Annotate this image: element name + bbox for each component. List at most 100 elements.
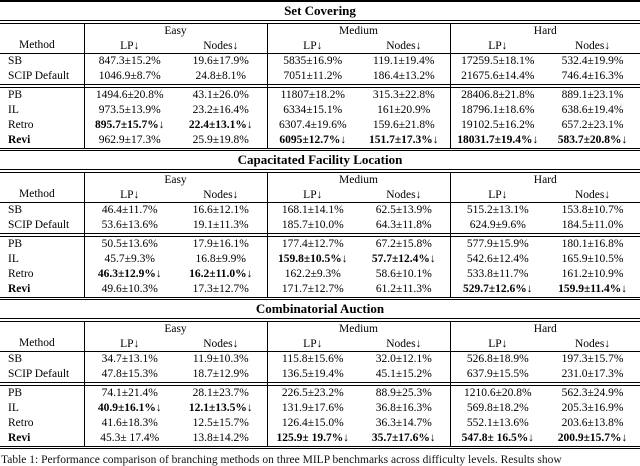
cell-easy-nodes: 25.9±19.8%	[192, 133, 249, 146]
column-header-method: Method	[0, 172, 84, 203]
horizontal-rule	[0, 232, 640, 237]
table-row: SCIP Default 1046.9±8.7% 24.8±8.1% 7051±…	[0, 68, 640, 84]
section-title-set-covering: Set Covering	[284, 3, 356, 18]
cell-easy-nodes: 16.6±12.1%	[192, 203, 249, 216]
cell-easy-nodes: 12.5±15.7%	[192, 416, 249, 429]
table-row: SCIP Default 47.8±15.3% 18.7±12.9% 136.5…	[0, 366, 640, 382]
horizontal-rule	[0, 83, 640, 88]
method-cell: SCIP Default	[8, 218, 70, 231]
table-caption: Table 1: Performance comparison of branc…	[1, 454, 562, 466]
cell-hard-nodes: 562.3±24.9%	[561, 386, 624, 399]
subheader-row: LP↓ Nodes↓ LP↓ Nodes↓ LP↓ Nodes↓	[0, 187, 640, 203]
column-header-lp: LP↓	[266, 187, 359, 203]
group-header-row: Method Easy Medium Hard	[0, 172, 640, 203]
column-header-nodes: Nodes↓	[545, 336, 640, 352]
cell-easy-lp: 46.4±11.7%	[83, 202, 175, 218]
cell-hard-nodes: 231.0±17.3%	[561, 367, 624, 380]
cell-medium-lp: 11807±18.2%	[266, 87, 359, 103]
group-header-hard: Hard	[449, 23, 640, 39]
column-header-nodes: Nodes↓	[175, 38, 268, 54]
group-header-hard: Hard	[449, 321, 640, 337]
group-header-row: Method Easy Medium Hard	[0, 23, 640, 54]
column-header-method: Method	[0, 321, 84, 352]
method-cell: SB	[8, 54, 23, 67]
group-header-easy: Easy	[83, 321, 268, 337]
column-header-lp: LP↓	[83, 187, 175, 203]
cell-easy-lp: 45.7±9.3%	[83, 251, 175, 267]
column-header-nodes: Nodes↓	[358, 187, 451, 203]
cell-medium-nodes: 35.7±17.6%↓	[371, 431, 436, 444]
method-cell: Revi	[8, 282, 31, 295]
group-header-medium: Medium	[266, 172, 451, 188]
horizontal-rule	[0, 318, 640, 322]
cell-medium-lp: 159.8±10.5%↓	[266, 251, 359, 267]
cell-hard-lp: 552.1±13.6%	[449, 415, 546, 431]
table-row: IL 973.5±13.9% 23.2±16.4% 6334±15.1% 161…	[0, 102, 640, 118]
column-header-method: Method	[0, 23, 84, 54]
cell-easy-nodes: 11.9±10.3%	[192, 352, 249, 365]
cell-easy-lp: 53.6±13.6%	[83, 217, 175, 233]
cell-easy-lp: 973.5±13.9%	[83, 102, 175, 118]
cell-hard-nodes: 159.9±11.4%↓	[558, 282, 627, 295]
cell-hard-lp: 547.8± 16.5%↓	[449, 430, 546, 446]
cell-hard-nodes: 165.9±10.5%	[561, 252, 624, 265]
horizontal-rule	[0, 0, 640, 2]
horizontal-rule	[0, 445, 640, 449]
cell-hard-lp: 624.9±9.6%	[449, 217, 546, 233]
column-header-nodes: Nodes↓	[358, 38, 451, 54]
horizontal-rule	[0, 296, 640, 300]
cell-easy-nodes: 12.1±13.5%↓	[188, 401, 253, 414]
cell-easy-nodes: 13.8±14.2%	[192, 431, 249, 444]
cell-hard-lp: 637.9±15.5%	[449, 366, 546, 382]
cell-hard-nodes: 161.2±10.9%	[561, 267, 624, 280]
method-cell: PB	[8, 88, 23, 101]
cell-easy-nodes: 19.6±17.9%	[192, 54, 249, 67]
group-header-row: Method Easy Medium Hard	[0, 321, 640, 352]
table-row: SB 46.4±11.7% 16.6±12.1% 168.1±14.1% 62.…	[0, 202, 640, 218]
cell-hard-lp: 19102.5±16.2%	[449, 117, 546, 133]
cell-easy-lp: 1494.6±20.8%	[83, 87, 175, 103]
cell-medium-lp: 126.4±15.0%	[266, 415, 359, 431]
cell-medium-lp: 7051±11.2%	[266, 68, 359, 84]
cell-medium-lp: 125.9± 19.7%↓	[266, 430, 359, 446]
cell-hard-nodes: 746.4±16.3%	[561, 69, 624, 82]
column-header-nodes: Nodes↓	[175, 187, 268, 203]
method-cell: SB	[8, 203, 23, 216]
method-cell: IL	[8, 401, 19, 414]
group-header-medium: Medium	[266, 23, 451, 39]
cell-medium-lp: 131.9±17.6%	[266, 400, 359, 416]
cell-medium-lp: 185.7±10.0%	[266, 217, 359, 233]
results-table-capacitated-facility-location: Method Easy Medium Hard LP↓ Nodes↓ LP↓ N…	[0, 172, 640, 297]
cell-medium-nodes: 186.4±13.2%	[372, 69, 435, 82]
cell-easy-lp: 847.3±15.2%	[83, 53, 175, 69]
cell-medium-nodes: 67.2±15.8%	[375, 237, 432, 250]
results-table-set-covering: Method Easy Medium Hard LP↓ Nodes↓ LP↓ N…	[0, 23, 640, 148]
method-cell: Retro	[8, 416, 34, 429]
method-cell: SB	[8, 352, 23, 365]
horizontal-rule	[0, 169, 640, 173]
cell-medium-nodes: 159.6±21.8%	[372, 118, 435, 131]
cell-hard-nodes: 657.2±23.1%	[561, 118, 624, 131]
cell-easy-nodes: 16.8±9.9%	[195, 252, 246, 265]
cell-hard-lp: 542.6±12.4%	[449, 251, 546, 267]
table-row: Retro 46.3±12.9%↓ 16.2±11.0%↓ 162.2±9.3%…	[0, 266, 640, 282]
method-cell: Revi	[8, 431, 31, 444]
horizontal-rule	[0, 147, 640, 151]
cell-medium-nodes: 57.7±12.4%↓	[371, 252, 436, 265]
column-header-lp: LP↓	[449, 38, 546, 54]
section-title-combinatorial-auction: Combinatorial Auction	[255, 301, 385, 316]
cell-hard-nodes: 532.4±19.9%	[561, 54, 624, 67]
cell-medium-lp: 171.7±12.7%	[266, 281, 359, 297]
cell-hard-lp: 526.8±18.9%	[449, 351, 546, 367]
table-row: SB 34.7±13.1% 11.9±10.3% 115.8±15.6% 32.…	[0, 351, 640, 367]
cell-easy-lp: 1046.9±8.7%	[83, 68, 175, 84]
cell-easy-nodes: 16.2±11.0%↓	[189, 267, 253, 280]
column-header-nodes: Nodes↓	[545, 187, 640, 203]
cell-hard-lp: 515.2±13.1%	[449, 202, 546, 218]
cell-medium-nodes: 32.0±12.1%	[375, 352, 432, 365]
cell-hard-nodes: 638.6±19.4%	[561, 103, 624, 116]
horizontal-rule	[0, 381, 640, 386]
cell-medium-lp: 6095±12.7%↓	[266, 132, 359, 148]
cell-medium-nodes: 161±20.9%	[377, 103, 431, 116]
